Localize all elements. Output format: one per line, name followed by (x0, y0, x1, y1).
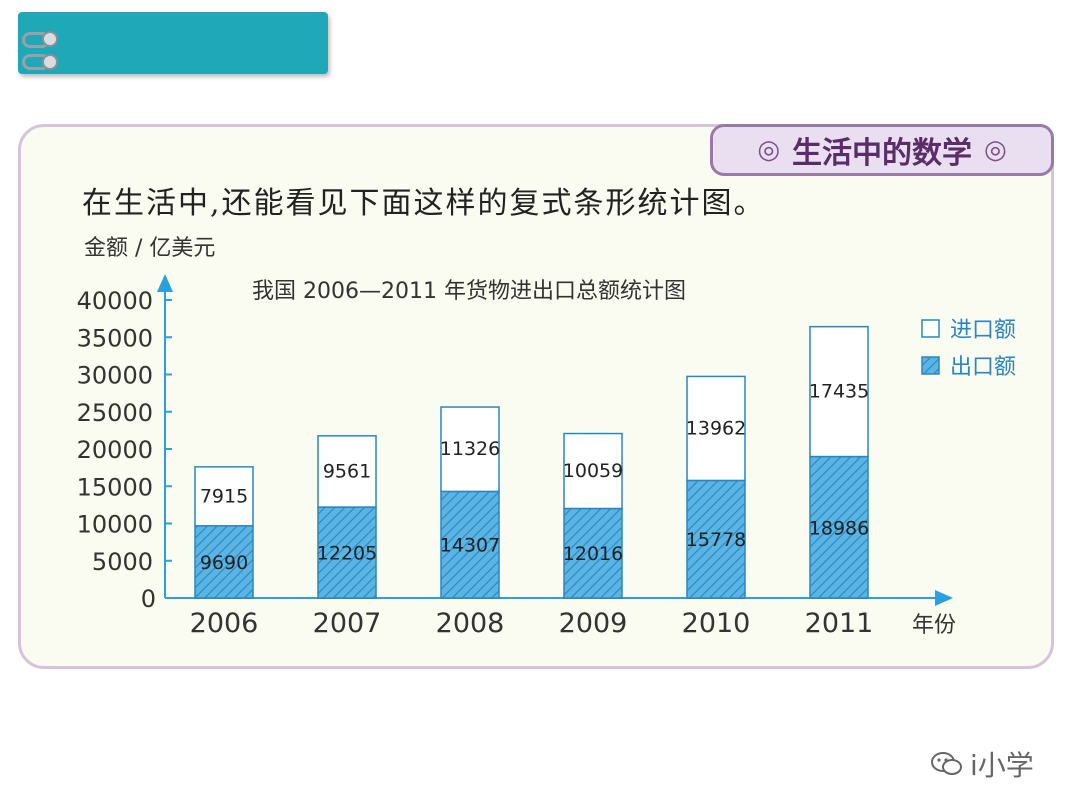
content-panel (18, 124, 1054, 669)
header-tab (18, 12, 328, 74)
section-title: 生活中的数学 (792, 136, 972, 171)
circle-mark-icon: ◎ (757, 135, 780, 165)
section-badge: ◎ 生活中的数学 ◎ (710, 124, 1054, 176)
circle-mark-icon: ◎ (984, 135, 1007, 165)
watermark-text: i小学 (970, 749, 1034, 782)
wechat-icon (931, 752, 962, 775)
binder-rivet-icon (42, 31, 58, 47)
binder-rivet-icon (42, 54, 58, 70)
watermark: i小学 (930, 744, 1034, 784)
intro-text: 在生活中,还能看见下面这样的复式条形统计图。 (82, 186, 766, 221)
